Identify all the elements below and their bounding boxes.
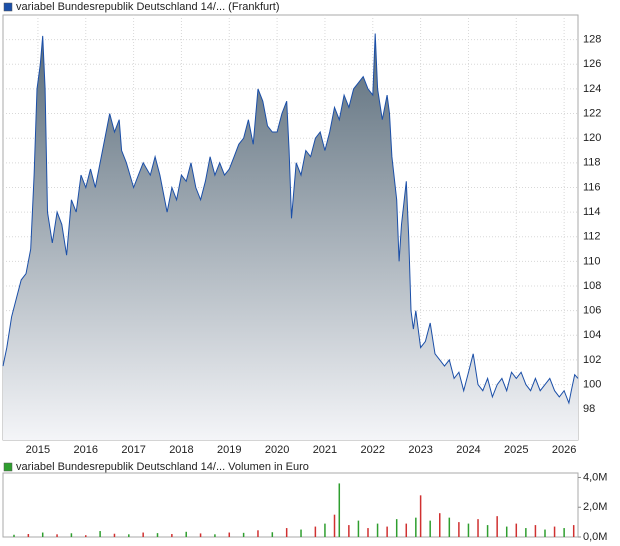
- x-tick-label: 2021: [313, 444, 337, 456]
- y-tick-label: 100: [583, 378, 601, 390]
- y-tick-label: 120: [583, 132, 601, 144]
- volume-bar: [13, 534, 15, 537]
- volume-bar: [563, 528, 565, 537]
- y-tick-label: 118: [583, 157, 601, 169]
- y-tick-label: 2,0M: [583, 501, 607, 513]
- volume-bar: [333, 514, 336, 537]
- x-tick-label: 2020: [265, 444, 289, 456]
- volume-bar: [357, 520, 360, 537]
- volume-bar: [429, 520, 431, 537]
- volume-bar: [285, 528, 288, 537]
- volume-bar: [439, 513, 441, 537]
- volume-bar: [515, 523, 518, 537]
- volume-bar: [228, 532, 231, 537]
- volume-bar: [448, 517, 451, 537]
- y-tick-label: 122: [583, 107, 601, 119]
- y-tick-label: 4,0M: [583, 471, 607, 483]
- volume-bar: [395, 519, 398, 537]
- volume-bar: [314, 526, 317, 537]
- x-tick-label: 2026: [552, 444, 576, 456]
- volume-bar: [242, 532, 245, 537]
- y-tick-label: 106: [583, 305, 601, 317]
- y-tick-label: 0,0M: [583, 531, 607, 543]
- legend-label: variabel Bundesrepublik Deutschland 14/.…: [16, 461, 309, 473]
- volume-bar: [544, 529, 546, 537]
- volume-bar: [156, 533, 159, 537]
- y-tick-label: 110: [583, 255, 601, 267]
- volume-bar: [419, 495, 422, 537]
- price-line: [2, 33, 579, 405]
- y-tick-label: 114: [583, 206, 601, 218]
- volume-bar: [458, 522, 460, 537]
- y-tick-label: 126: [583, 58, 601, 70]
- volume-bar: [386, 526, 388, 537]
- volume-bar: [199, 533, 202, 537]
- volume-bar: [534, 525, 537, 537]
- volume-bar: [70, 533, 73, 537]
- volume-bar: [185, 531, 187, 537]
- volume-bar: [505, 526, 508, 537]
- legend-swatch: [3, 2, 13, 12]
- volume-bar: [257, 530, 259, 537]
- volume-bar: [214, 534, 216, 537]
- volume-bar: [85, 535, 87, 537]
- volume-bar: [477, 519, 479, 537]
- x-tick-label: 2016: [74, 444, 98, 456]
- plot-frame: [2, 472, 579, 538]
- volume-bar: [367, 528, 369, 537]
- volume-bar: [572, 525, 575, 537]
- volume-bar: [41, 532, 44, 537]
- x-tick-label: 2025: [504, 444, 528, 456]
- volume-bar: [171, 534, 173, 537]
- volume-bar: [113, 533, 116, 537]
- y-tick-label: 124: [583, 83, 601, 95]
- volume-bar: [348, 525, 350, 537]
- volume-bar: [128, 534, 130, 537]
- volume-bar: [496, 516, 498, 537]
- volume-bar: [142, 532, 144, 537]
- x-tick-label: 2017: [121, 444, 145, 456]
- volume-bar: [553, 526, 556, 537]
- x-tick-label: 2015: [26, 444, 50, 456]
- volume-bar: [27, 534, 30, 537]
- y-tick-label: 128: [583, 34, 601, 46]
- volume-bar: [525, 528, 527, 537]
- y-tick-label: 104: [583, 329, 601, 341]
- y-tick-label: 102: [583, 354, 601, 366]
- x-tick-label: 2022: [361, 444, 385, 456]
- y-tick-label: 116: [583, 181, 601, 193]
- volume-bar: [324, 523, 326, 537]
- x-tick-label: 2023: [408, 444, 432, 456]
- volume-bar: [99, 531, 101, 537]
- volume-bar: [56, 534, 58, 537]
- y-tick-label: 98: [583, 403, 595, 415]
- volume-bar: [338, 483, 341, 537]
- x-tick-label: 2018: [169, 444, 193, 456]
- volume-bar: [271, 532, 274, 537]
- volume-bar: [300, 529, 302, 537]
- volume-bar: [415, 517, 417, 537]
- volume-bar: [486, 525, 489, 537]
- area-fill: [3, 33, 578, 440]
- y-tick-label: 108: [583, 280, 601, 292]
- volume-bar: [467, 523, 470, 537]
- volume-bar: [405, 523, 408, 537]
- y-tick-label: 112: [583, 231, 601, 243]
- x-tick-label: 2024: [456, 444, 480, 456]
- volume-bar: [376, 523, 379, 537]
- legend-swatch: [3, 462, 13, 472]
- legend-label: variabel Bundesrepublik Deutschland 14/.…: [16, 1, 280, 13]
- x-tick-label: 2019: [217, 444, 241, 456]
